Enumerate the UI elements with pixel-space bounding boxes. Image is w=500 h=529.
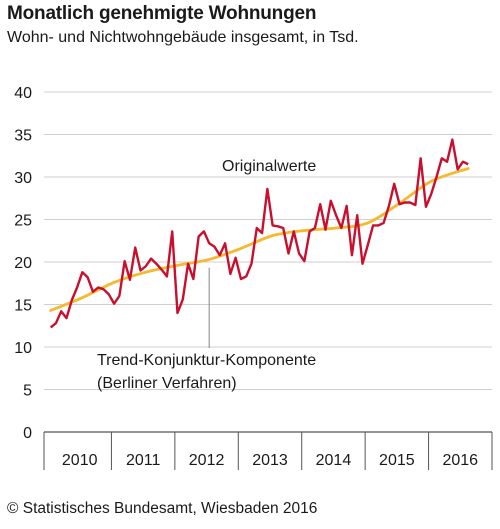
- x-tick-label: 2012: [189, 452, 225, 469]
- series-trend-line: [49, 167, 470, 312]
- x-tick-label: 2013: [252, 452, 288, 469]
- chart-title: Monatlich genehmigte Wohnungen: [7, 3, 317, 24]
- y-tick-label: 35: [14, 128, 32, 145]
- y-tick-label: 25: [14, 213, 32, 230]
- y-tick-label: 5: [23, 383, 32, 400]
- annotation-trend-sublabel: (Berliner Verfahren): [97, 375, 237, 392]
- annotation-trend-label: Trend-Konjunktur-Komponente: [97, 352, 316, 369]
- series-original-line: [49, 138, 469, 329]
- x-tick-label: 2015: [379, 452, 415, 469]
- x-tick-label: 2014: [316, 452, 352, 469]
- x-tick-label: 2016: [442, 452, 478, 469]
- annotation-original-label: Originalwerte: [222, 158, 316, 175]
- y-tick-label: 10: [14, 340, 32, 357]
- x-tick-label: 2011: [126, 452, 161, 469]
- chart-subtitle: Wohn- und Nichtwohngebäude insgesamt, in…: [7, 29, 359, 46]
- y-tick-label: 20: [14, 255, 32, 272]
- copyright-footer: © Statistisches Bundesamt, Wiesbaden 201…: [7, 500, 318, 517]
- x-tick-label: 2010: [62, 452, 98, 469]
- y-tick-label: 40: [14, 85, 32, 102]
- y-tick-label: 0: [23, 425, 32, 442]
- y-tick-label: 30: [14, 170, 32, 187]
- y-tick-label: 15: [14, 298, 32, 315]
